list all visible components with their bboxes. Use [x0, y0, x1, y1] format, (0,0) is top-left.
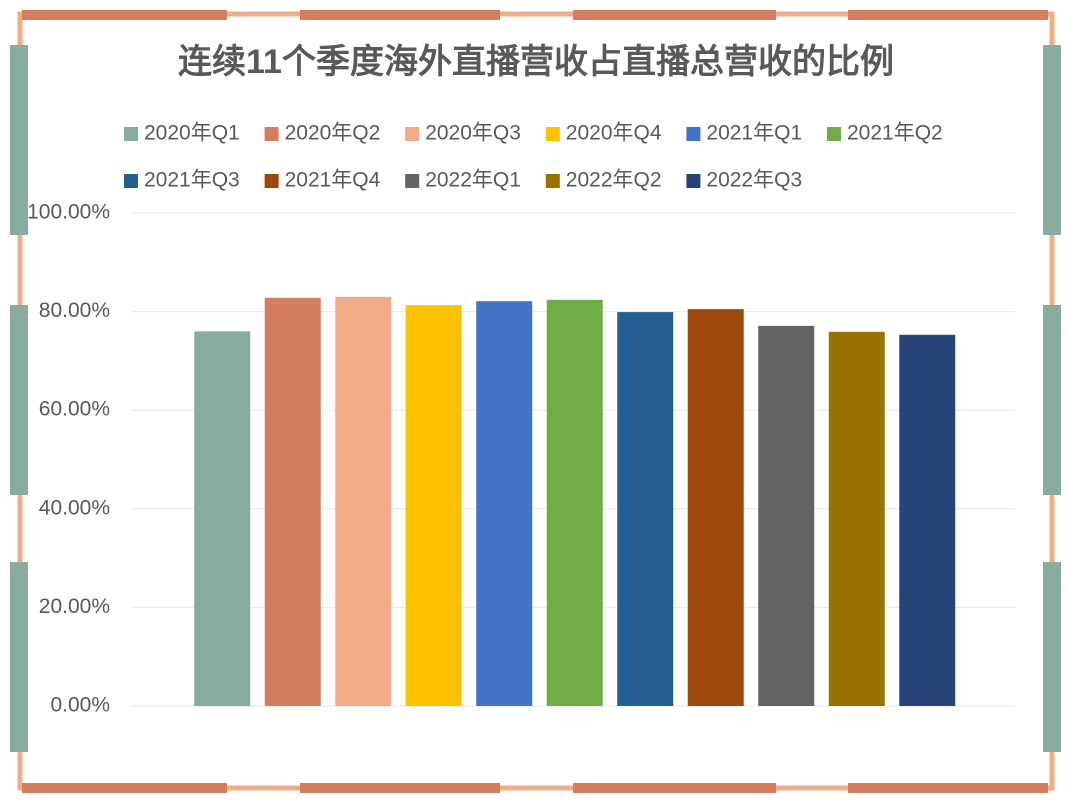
bar — [335, 296, 392, 706]
legend-swatch — [545, 174, 560, 188]
bar — [828, 331, 885, 706]
bar — [758, 325, 815, 706]
legend-label: 2022年Q3 — [706, 169, 802, 192]
legend-label: 2020年Q2 — [285, 122, 381, 145]
bar — [194, 331, 251, 706]
legend-label: 2022年Q2 — [566, 169, 662, 192]
legend-swatch — [124, 127, 138, 141]
legend-swatch — [545, 127, 560, 141]
chart-title: 连续11个季度海外直播营收占直播总营收的比例 — [178, 43, 894, 81]
legend-label: 2020年Q3 — [425, 122, 521, 145]
legend-swatch — [405, 174, 420, 188]
bar — [476, 301, 533, 706]
y-tick-label: 20.00% — [39, 595, 110, 618]
y-tick-label: 80.00% — [39, 299, 110, 322]
legend-label: 2021年Q2 — [847, 122, 943, 145]
y-tick-label: 40.00% — [39, 496, 110, 519]
legend-swatch — [124, 174, 138, 188]
legend-swatch — [686, 127, 701, 141]
legend-swatch — [827, 127, 841, 141]
legend-label: 2022年Q1 — [425, 169, 521, 192]
frame — [10, 10, 1061, 793]
legend-label: 2021年Q1 — [706, 122, 802, 145]
legend-swatch — [686, 174, 701, 188]
legend-label: 2021年Q3 — [144, 169, 240, 192]
legend-swatch — [264, 127, 279, 141]
legend-swatch — [405, 127, 420, 141]
y-tick-label: 0.00% — [50, 694, 110, 717]
legend-swatch — [264, 174, 279, 188]
bar — [405, 305, 462, 706]
bar — [264, 297, 321, 706]
bar — [899, 334, 956, 706]
bar — [687, 309, 744, 706]
legend-label: 2021年Q4 — [285, 169, 381, 192]
y-tick-label: 100.00% — [27, 201, 110, 224]
legend-label: 2020年Q1 — [144, 122, 240, 145]
y-tick-label: 60.00% — [39, 398, 110, 421]
bar — [617, 312, 674, 706]
bar — [546, 299, 603, 706]
legend-label: 2020年Q4 — [566, 122, 662, 145]
